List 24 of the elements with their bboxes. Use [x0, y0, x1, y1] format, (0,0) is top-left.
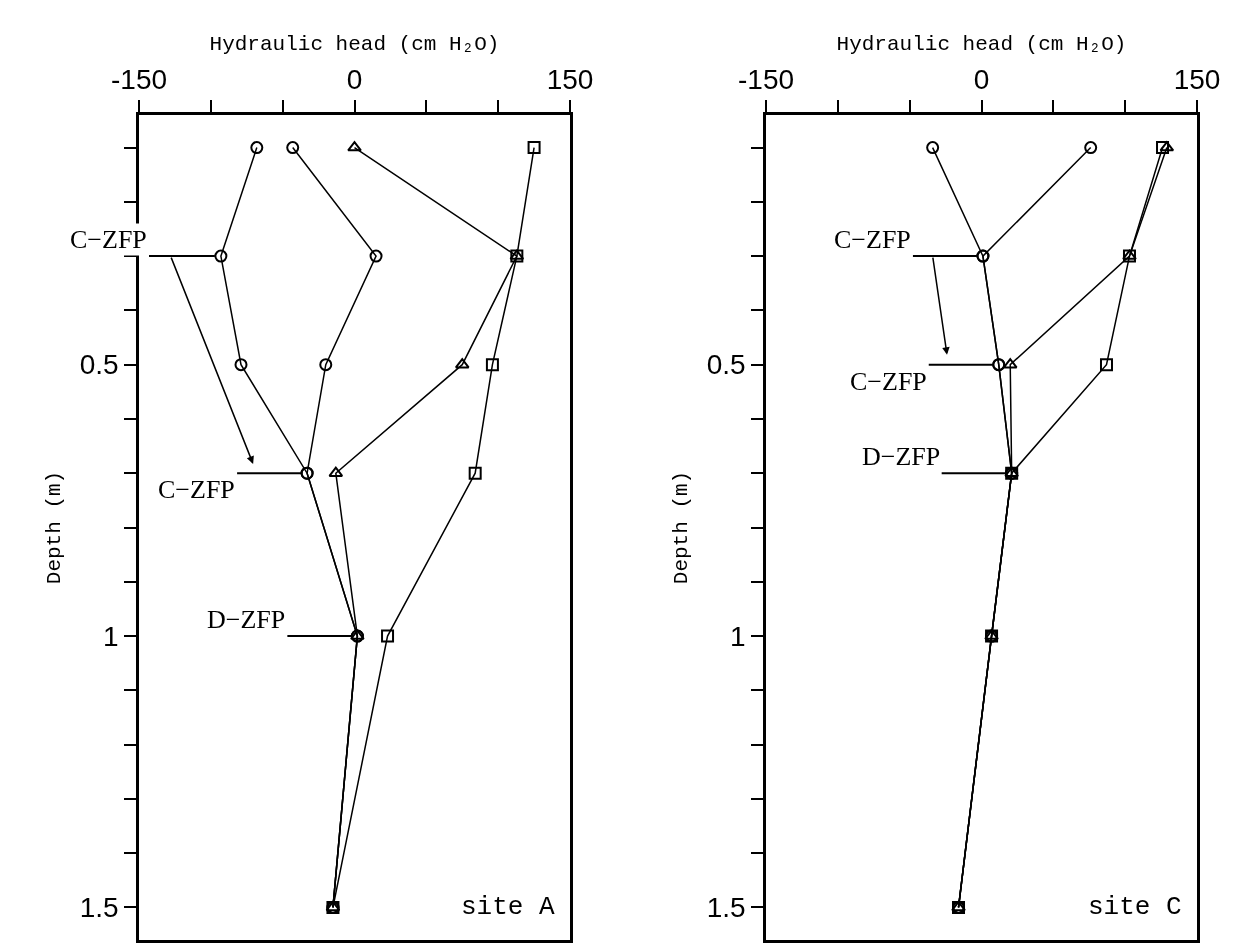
y-axis-title: Depth (m) [42, 470, 66, 585]
annotation: site C [1088, 892, 1182, 922]
x-tick-label: 0 [346, 64, 363, 96]
annotation: C−ZFP [158, 475, 235, 504]
annotation: D−ZFP [207, 605, 286, 634]
annotation: D−ZFP [862, 442, 941, 471]
x-axis-title: Hydraulic head (cm H₂O) [836, 33, 1127, 57]
x-tick-label: 150 [546, 64, 594, 96]
y-tick-label: 1.5 [706, 892, 746, 924]
x-axis-title: Hydraulic head (cm H₂O) [209, 33, 500, 57]
y-tick-label: 1.5 [79, 892, 119, 924]
x-tick-label: 0 [973, 64, 990, 96]
y-tick-label: 1 [103, 620, 119, 652]
x-tick-label: 150 [1173, 64, 1221, 96]
y-tick-label: 1 [730, 620, 746, 652]
y-tick-label: 0.5 [706, 349, 746, 381]
x-tick-label: -150 [737, 64, 795, 96]
x-tick-label: -150 [110, 64, 168, 96]
annotation: C−ZFP [70, 225, 147, 254]
annotation: C−ZFP [834, 225, 911, 254]
annotation: site A [461, 892, 556, 922]
annotation: C−ZFP [850, 367, 927, 396]
y-axis-title: Depth (m) [669, 470, 693, 585]
y-tick-label: 0.5 [79, 349, 119, 381]
